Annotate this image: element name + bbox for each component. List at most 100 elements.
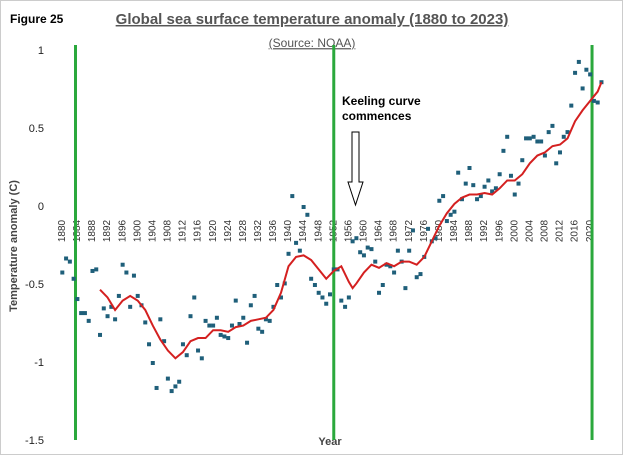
point — [143, 320, 148, 325]
point — [508, 173, 513, 178]
point — [535, 139, 540, 144]
point — [180, 342, 185, 347]
point — [433, 236, 438, 241]
point — [531, 134, 536, 139]
point — [576, 59, 581, 64]
point — [524, 136, 529, 141]
point — [316, 290, 321, 295]
point — [101, 306, 106, 311]
point — [113, 317, 118, 322]
x-tick-label: 1912 — [178, 219, 189, 242]
point — [188, 314, 193, 319]
point — [516, 181, 521, 186]
point — [463, 181, 468, 186]
point — [426, 226, 431, 231]
y-axis-label: Temperature anomaly (C) — [8, 180, 20, 312]
point — [305, 212, 310, 217]
point — [539, 139, 544, 144]
point — [82, 311, 87, 316]
point — [467, 166, 472, 170]
point — [331, 267, 336, 272]
x-tick-label: 1944 — [298, 219, 309, 242]
x-axis-label: Year — [318, 436, 342, 448]
point — [588, 72, 593, 77]
point — [414, 275, 419, 280]
x-tick-label: 1972 — [404, 219, 415, 242]
point — [105, 314, 110, 319]
x-tick-label: 1904 — [147, 219, 158, 242]
x-tick-label: 1980 — [434, 219, 445, 242]
chart-title: Global sea surface temperature anomaly (… — [116, 11, 509, 28]
point — [135, 293, 140, 298]
point — [222, 334, 227, 339]
point — [591, 98, 596, 103]
point — [493, 186, 498, 191]
x-tick-label: 1992 — [479, 219, 490, 242]
point — [286, 251, 291, 256]
point — [196, 348, 201, 353]
point — [584, 67, 589, 72]
point — [297, 248, 302, 253]
x-tick-label: 1880 — [57, 219, 68, 242]
point — [471, 183, 476, 188]
point — [218, 332, 223, 337]
point — [75, 297, 80, 302]
x-tick-label: 1888 — [87, 219, 98, 242]
point — [354, 236, 359, 241]
y-tick-label: 0 — [38, 201, 44, 213]
x-tick-label: 1968 — [389, 219, 400, 242]
point — [358, 250, 363, 255]
point — [557, 150, 562, 155]
point — [403, 286, 408, 291]
point — [595, 100, 600, 105]
y-tick-label: -1.5 — [25, 435, 44, 447]
point — [452, 209, 457, 214]
point — [343, 304, 348, 309]
point — [116, 293, 121, 298]
point — [339, 298, 344, 303]
point — [67, 259, 72, 264]
point — [380, 283, 385, 287]
point — [459, 197, 464, 202]
point — [505, 134, 510, 139]
x-tick-label: 1920 — [208, 219, 219, 242]
x-tick-label: 2004 — [524, 219, 535, 242]
point — [444, 219, 449, 224]
x-tick-label: 1996 — [494, 219, 505, 242]
point — [241, 315, 246, 320]
point — [233, 298, 238, 303]
point — [573, 70, 578, 75]
point — [565, 130, 570, 135]
point — [214, 315, 219, 320]
point — [294, 240, 299, 245]
point — [361, 253, 366, 258]
x-tick-label: 1976 — [419, 219, 430, 242]
point — [252, 293, 257, 298]
point — [346, 295, 351, 300]
x-tick-label: 2020 — [585, 219, 596, 242]
point — [184, 353, 189, 358]
point — [441, 194, 446, 199]
point — [211, 323, 216, 328]
point — [248, 303, 253, 308]
point — [124, 270, 129, 275]
point — [486, 178, 491, 183]
point — [71, 276, 76, 281]
point — [169, 389, 174, 394]
point — [490, 189, 495, 194]
point — [301, 205, 306, 209]
point — [128, 304, 133, 309]
point — [98, 332, 103, 337]
point — [384, 262, 389, 267]
annotation: Keeling curve — [342, 94, 421, 108]
point — [177, 379, 182, 384]
point — [203, 318, 208, 323]
x-tick-label: 1984 — [449, 219, 460, 242]
point — [437, 198, 442, 203]
point — [324, 301, 329, 306]
y-tick-label: -0.5 — [25, 279, 44, 291]
point — [192, 295, 197, 300]
x-tick-label: 1928 — [238, 219, 249, 242]
point — [263, 317, 268, 322]
